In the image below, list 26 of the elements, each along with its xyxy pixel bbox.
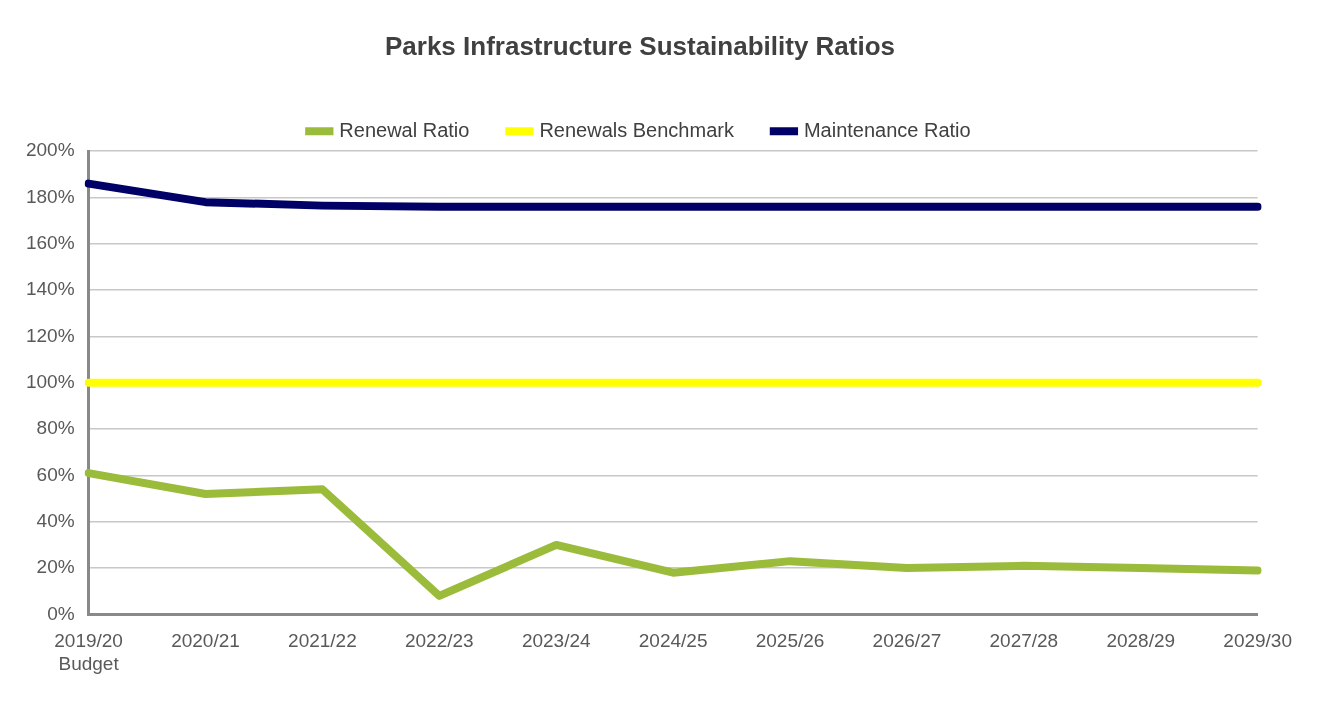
y-tick-label: 40% [36, 509, 75, 531]
y-tick-label: 160% [25, 232, 75, 254]
x-tick-label: 2019/20 Budget [54, 630, 123, 674]
x-tick-label: 2025/26 [755, 630, 825, 652]
legend-label: Renewal Ratio [339, 118, 470, 141]
y-tick-label: 120% [25, 324, 75, 346]
y-tick-label: 60% [36, 463, 75, 485]
x-tick-label: 2021/22 [288, 630, 357, 652]
x-tick-label: 2028/29 [1106, 630, 1176, 652]
y-tick-label: 180% [25, 185, 75, 207]
y-tick-label: 140% [25, 278, 75, 300]
y-tick-label: 200% [25, 139, 75, 161]
y-tick-label: 80% [36, 417, 75, 439]
y-tick-label: 20% [36, 556, 75, 578]
legend-label: Maintenance Ratio [803, 118, 971, 141]
x-tick-label: 2024/25 [638, 630, 708, 652]
y-tick-label: 100% [25, 371, 75, 393]
legend-label: Renewals Benchmark [539, 118, 735, 141]
x-tick-label: 2020/21 [171, 630, 240, 652]
x-tick-label: 2026/27 [872, 630, 942, 652]
x-tick-label: 2023/24 [521, 630, 591, 652]
x-tick-label: 2022/23 [404, 630, 474, 652]
x-tick-label: 2029/30 [1223, 630, 1292, 652]
y-tick-label: 0% [47, 602, 75, 624]
x-tick-label: 2027/28 [989, 630, 1059, 652]
chart-title: Parks Infrastructure Sustainability Ratios [384, 30, 896, 61]
